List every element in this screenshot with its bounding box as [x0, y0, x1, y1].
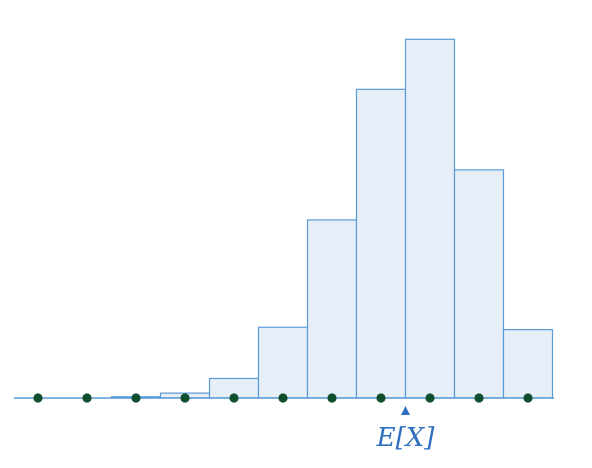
bar-10 [502, 329, 554, 399]
point-0 [33, 393, 43, 403]
point-8 [425, 393, 435, 403]
expected-value-marker [401, 406, 410, 415]
point-3 [180, 393, 190, 403]
point-1 [82, 393, 92, 403]
point-7 [376, 393, 386, 403]
point-5 [278, 393, 288, 403]
bar-7 [355, 88, 407, 399]
bar-5 [257, 326, 309, 399]
point-10 [523, 393, 533, 403]
point-9 [474, 393, 484, 403]
point-2 [131, 393, 141, 403]
bar-9 [453, 169, 505, 399]
point-6 [327, 393, 337, 403]
bar-8 [404, 38, 456, 399]
bar-6 [306, 219, 358, 399]
points-group [33, 393, 533, 403]
bars-group [110, 38, 554, 399]
point-4 [229, 393, 239, 403]
expected-value-label: E[X] [376, 423, 436, 453]
